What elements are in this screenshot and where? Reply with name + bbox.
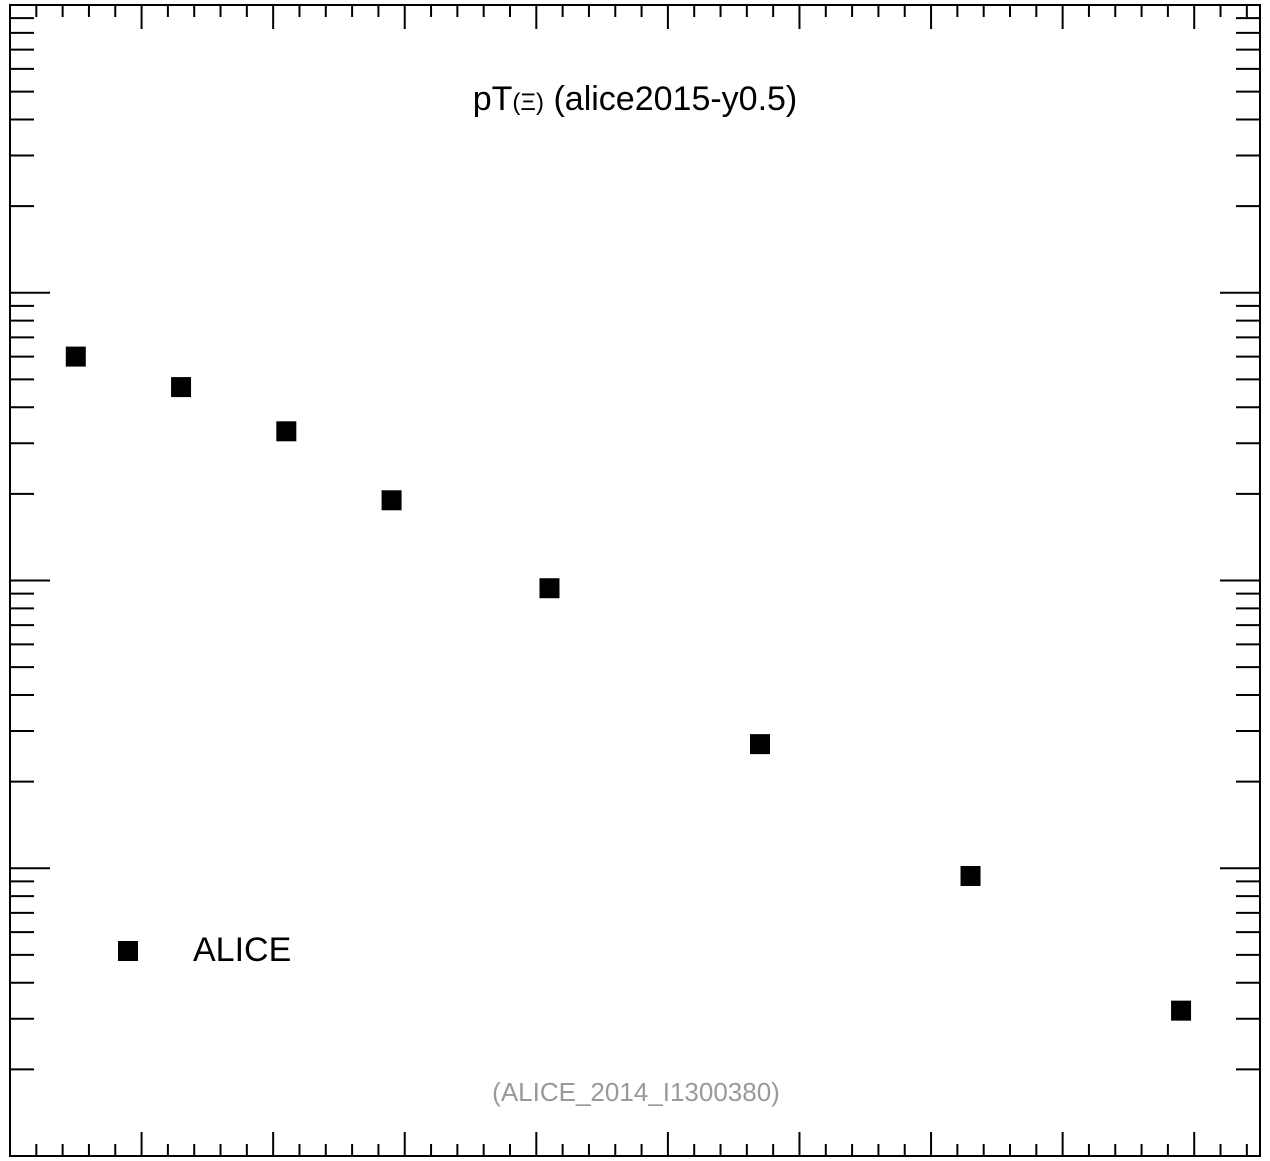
legend-marker-alice (118, 941, 138, 961)
chart-title-particle: (Ξ) (512, 89, 544, 116)
data-points (65, 346, 1192, 1021)
chart-title: pT(Ξ) (alice2015-y0.5) (473, 80, 798, 118)
data-point (171, 377, 192, 398)
axis-ticks (9, 5, 1260, 1157)
data-point (276, 421, 297, 442)
analysis-id-watermark: (ALICE_2014_I1300380) (492, 1077, 780, 1107)
data-point (750, 734, 770, 755)
data-point (65, 346, 86, 367)
data-point (381, 490, 402, 511)
data-point (1171, 1000, 1192, 1021)
plot-frame (9, 4, 1261, 1157)
legend: ALICE (118, 931, 291, 969)
chart-title-main: pT (473, 80, 513, 118)
data-point (539, 578, 560, 599)
legend-label-alice: ALICE (193, 931, 291, 969)
data-point (960, 865, 981, 886)
chart-title-rest: (alice2015-y0.5) (544, 80, 797, 118)
